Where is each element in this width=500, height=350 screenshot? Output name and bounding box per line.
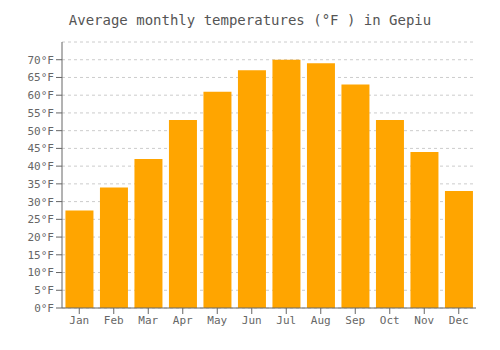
svg-text:15°F: 15°F bbox=[28, 249, 55, 262]
svg-text:Mar: Mar bbox=[138, 314, 158, 327]
svg-text:25°F: 25°F bbox=[28, 213, 55, 226]
svg-text:Dec: Dec bbox=[449, 314, 469, 327]
svg-text:Apr: Apr bbox=[173, 314, 193, 327]
svg-text:Sep: Sep bbox=[345, 314, 365, 327]
svg-text:35°F: 35°F bbox=[28, 178, 55, 191]
svg-text:0°F: 0°F bbox=[34, 302, 54, 315]
svg-text:70°F: 70°F bbox=[28, 54, 55, 67]
svg-text:40°F: 40°F bbox=[28, 160, 55, 173]
svg-text:Oct: Oct bbox=[380, 314, 400, 327]
svg-text:30°F: 30°F bbox=[28, 196, 55, 209]
svg-text:55°F: 55°F bbox=[28, 107, 55, 120]
svg-text:Aug: Aug bbox=[311, 314, 331, 327]
svg-text:10°F: 10°F bbox=[28, 266, 55, 279]
html-text:Average monthly temperatures (: Average monthly temperatures (°F ) in Ge… bbox=[68, 12, 432, 28]
svg-text:20°F: 20°F bbox=[28, 231, 55, 244]
svg-text:45°F: 45°F bbox=[28, 142, 55, 155]
svg-text:Feb: Feb bbox=[104, 314, 124, 327]
svg-text:65°F: 65°F bbox=[28, 71, 55, 84]
svg-text:60°F: 60°F bbox=[28, 89, 55, 102]
svg-text:Jul: Jul bbox=[276, 314, 296, 327]
svg-text:Jun: Jun bbox=[242, 314, 262, 327]
svg-text:May: May bbox=[207, 314, 227, 327]
svg-text:Jan: Jan bbox=[69, 314, 89, 327]
svg-text:5°F: 5°F bbox=[34, 284, 54, 297]
svg-text:Nov: Nov bbox=[414, 314, 434, 327]
svg-text:50°F: 50°F bbox=[28, 125, 55, 138]
